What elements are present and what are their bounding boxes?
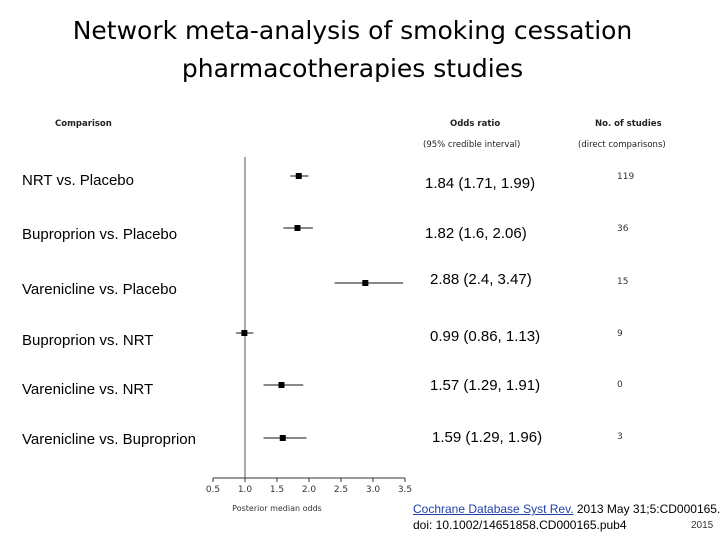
studies-count-varenicline-nrt: 0 [617,380,623,390]
or-text-varenicline-nrt: 1.57 (1.29, 1.91) [430,377,541,394]
credible-interval-header: (95% credible interval) [423,140,521,150]
or-text-nrt-placebo: 1.84 (1.71, 1.99) [425,175,536,192]
or-text-buproprion-placebo: 1.82 (1.6, 2.06) [425,225,527,242]
title-line-2: pharmacotherapies studies [181,54,524,83]
studies-count-varenicline-placebo: 15 [617,277,629,287]
row-label-varenicline-nrt: Varenicline vs. NRT [22,381,154,398]
citation: Cochrane Database Syst Rev. 2013 May 31;… [413,501,720,533]
or-text-varenicline-buproprion: 1.59 (1.29, 1.96) [432,429,543,446]
x-tick-label: 1.5 [270,485,284,495]
citation-ref: 2013 May 31;5:CD000165. [573,502,720,516]
median-point [295,173,302,179]
x-tick-label: 1.0 [238,485,253,495]
median-point [362,280,369,286]
row-label-varenicline-placebo: Varenicline vs. Placebo [22,281,177,298]
studies-count-nrt-placebo: 119 [617,172,635,182]
studies-count-buproprion-nrt: 9 [617,329,623,339]
or-text-buproprion-nrt: 0.99 (0.86, 1.13) [430,328,541,345]
comparison-header: Comparison [55,119,112,129]
median-point [279,435,286,441]
median-point [241,330,248,336]
x-tick-label: 2.5 [334,485,348,495]
x-axis-label: Posterior median odds [232,504,322,513]
median-point [294,225,301,231]
x-tick-label: 2.0 [302,485,317,495]
page-number: 2015 [691,520,714,531]
or-text-varenicline-placebo: 2.88 (2.4, 3.47) [430,271,532,288]
median-point [278,382,285,388]
row-label-buproprion-nrt: Buproprion vs. NRT [22,332,154,349]
odds-ratio-header: Odds ratio [450,119,501,129]
citation-doi: doi: 10.1002/14651858.CD000165.pub4 [413,518,627,532]
slide-title: Network meta-analysis of smoking cessati… [0,12,705,88]
studies-count-varenicline-buproprion: 3 [617,432,623,442]
title-line-1: Network meta-analysis of smoking cessati… [72,16,633,45]
x-tick-label: 0.5 [206,485,220,495]
citation-link[interactable]: Cochrane Database Syst Rev. [413,502,574,516]
row-label-varenicline-buproprion: Varenicline vs. Buproprion [22,431,196,448]
direct-comparisons-header: (direct comparisons) [578,140,666,150]
studies-count-buproprion-placebo: 36 [617,224,629,234]
row-label-buproprion-placebo: Buproprion vs. Placebo [22,226,178,243]
no-studies-header: No. of studies [595,119,662,129]
x-tick-label: 3.0 [366,485,381,495]
row-label-nrt-placebo: NRT vs. Placebo [22,172,134,189]
x-tick-label: 3.5 [398,485,412,495]
